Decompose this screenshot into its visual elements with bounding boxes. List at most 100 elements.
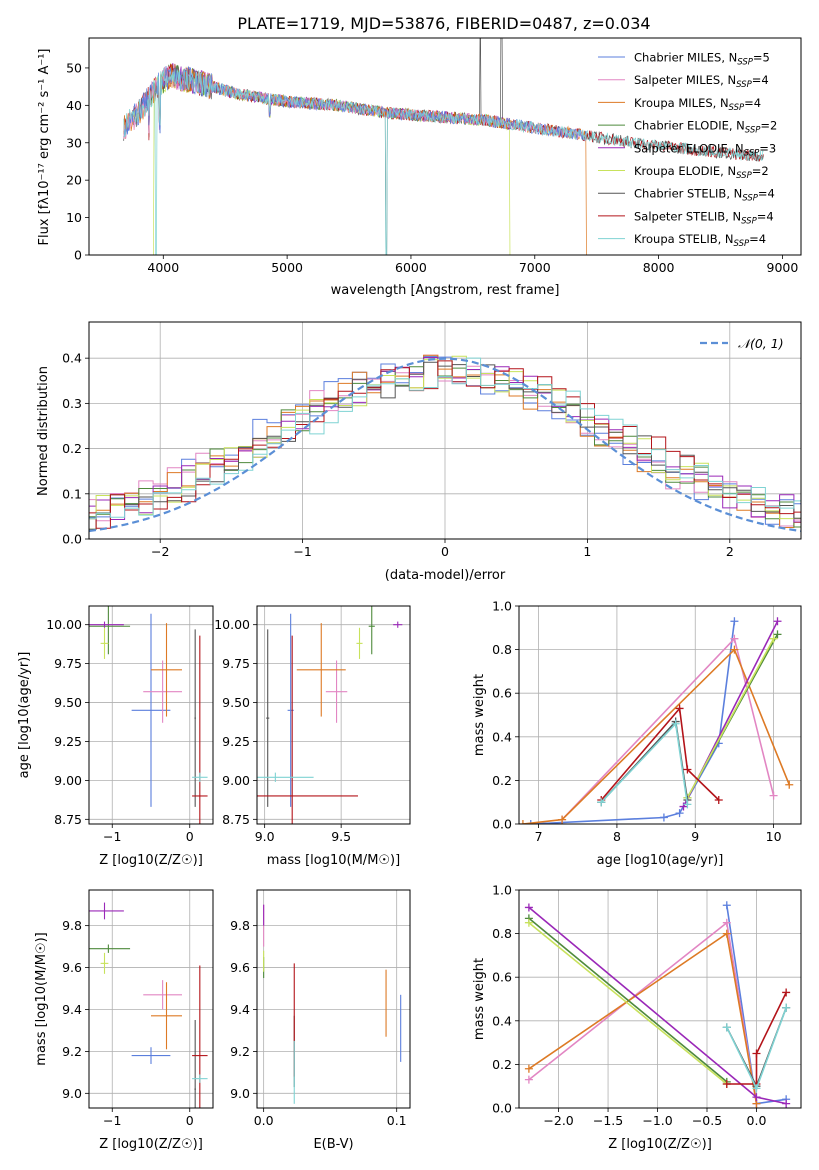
y-tick-label: 9.75: [222, 656, 250, 671]
axes-frame: [88, 889, 214, 1109]
x-axis-label: E(B-V): [313, 1137, 353, 1152]
legend-entry: Salpeter MILES, NSSP=4: [634, 73, 769, 90]
x-tick-label: 7000: [519, 260, 551, 275]
errorbar-kroupa-elodie: [356, 627, 363, 659]
y-tick-label: 9.25: [54, 734, 82, 749]
legend-entry: Kroupa STELIB, NSSP=4: [634, 232, 766, 249]
weight-marker: [524, 1075, 533, 1084]
legend: 𝒩(0, 1): [700, 336, 784, 351]
x-tick-label: 0: [186, 829, 194, 844]
series-chabrier-elodie: [524, 914, 731, 1086]
errorbar-chabrier-elodie: [89, 944, 131, 953]
series-kroupa-stelib: [722, 1003, 791, 1093]
normal-curve: [89, 357, 801, 533]
x-tick-label: 9.5: [331, 829, 351, 844]
x-tick-label: 9.0: [255, 829, 275, 844]
x-tick-label: 7: [535, 829, 543, 844]
errorbar-salpeter-elodie: [393, 621, 403, 628]
x-tick-label: 9000: [767, 260, 799, 275]
x-tick-label: −2: [151, 544, 169, 559]
weight-marker: [785, 780, 794, 789]
x-tick-label: 1: [583, 544, 591, 559]
figure-title: PLATE=1719, MJD=53876, FIBERID=0487, z=0…: [237, 14, 650, 33]
weight-marker: [524, 918, 533, 927]
x-tick-label: 6000: [395, 260, 427, 275]
legend-entry: Salpeter ELODIE, NSSP=3: [634, 141, 776, 158]
x-axis-label: Z [log10(Z/Z☉)]: [99, 853, 203, 868]
series-kroupa-miles: [519, 645, 794, 824]
weight-marker: [730, 634, 739, 643]
panel-mass-vs-EBV: 0.0 0.1 9.0 9.2 9.4 9.6 9.8 E(B-V): [230, 889, 411, 1152]
axes-frame: [256, 889, 411, 1109]
x-tick-label: 5000: [271, 260, 303, 275]
legend-entry: Kroupa MILES, NSSP=4: [634, 96, 761, 113]
histogram-chabrier-stelib: [89, 361, 801, 530]
weight-marker: [524, 1064, 533, 1073]
weight-line: [600, 706, 720, 801]
weight-marker: [769, 634, 778, 643]
series-kroupa-stelib: [597, 719, 692, 809]
weight-marker: [558, 815, 567, 824]
y-tick-label: 8.75: [222, 812, 250, 827]
y-tick-label: 8.75: [54, 812, 82, 827]
weight-marker: [722, 901, 731, 910]
weight-marker: [671, 719, 680, 728]
x-axis-label: mass [log10(M/M☉)]: [267, 853, 400, 868]
y-tick-label: 0.3: [62, 396, 82, 411]
y-tick-label: 9.75: [54, 656, 82, 671]
y-tick-label: 9.50: [54, 695, 82, 710]
axes-frame: [256, 605, 411, 825]
y-tick-label: 20: [66, 173, 82, 188]
panel-age-vs-mass: 9.0 9.5 8.75 9.00 9.25 9.50 9.75 10.00 mass [log…: [214, 605, 411, 868]
x-tick-label: 8000: [643, 260, 675, 275]
series-salpeter-stelib: [597, 704, 723, 805]
panel-age-vs-Z: −1 0 8.75 9.00 9.25 9.50 9.75 10.00 Z [log10(Z/Z…: [17, 605, 214, 868]
errorbar-chabrier-stelib: [194, 1019, 196, 1108]
errorbar-chabrier-miles: [131, 613, 171, 807]
plot-area: [263, 904, 402, 1104]
axes-frame: [88, 605, 214, 825]
y-tick-label: 9.50: [222, 695, 250, 710]
y-tick-label: 9.25: [222, 734, 250, 749]
series-salpeter-elodie: [524, 903, 791, 1108]
errorbar-kroupa-miles: [151, 623, 182, 717]
weight-marker: [730, 617, 739, 626]
y-axis-label: Normed distribution: [36, 366, 51, 496]
axes-frame: [518, 889, 802, 1109]
x-tick-label: 0.0: [747, 1113, 767, 1128]
plot-area: [524, 901, 791, 1108]
errorbar-salpeter-miles: [143, 660, 182, 723]
y-tick-label: 9.00: [54, 773, 82, 788]
histogram-salpeter-miles: [89, 354, 801, 527]
histogram-kroupa-elodie: [89, 355, 801, 530]
legend-entry: Salpeter STELIB, NSSP=4: [634, 209, 774, 226]
legend: Chabrier MILES, NSSP=5 Salpeter MILES, NS…: [598, 51, 777, 249]
x-tick-label: 0: [441, 544, 449, 559]
spectrum-line-kroupa-miles: [123, 64, 587, 255]
weight-line: [528, 922, 728, 1085]
errorbar-chabrier-elodie: [89, 606, 131, 655]
weight-line: [528, 917, 728, 1083]
y-tick-label: 9.6: [230, 960, 250, 975]
x-tick-label: 2: [726, 544, 734, 559]
y-tick-label: 10.00: [214, 617, 250, 632]
weight-marker: [659, 813, 668, 822]
y-tick-label: 0.2: [492, 1057, 512, 1072]
errorbar-chabrier-elodie: [368, 606, 375, 655]
x-axis-label: age [log10(age/yr)]: [597, 853, 724, 868]
y-tick-label: 0: [74, 248, 82, 263]
weight-marker: [675, 809, 684, 818]
x-tick-label: 0: [186, 1113, 194, 1128]
y-tick-label: 0.2: [492, 773, 512, 788]
y-tick-label: 0.4: [492, 1013, 512, 1028]
errorbar-salpeter-elodie: [89, 621, 124, 628]
weight-marker: [782, 988, 791, 997]
weight-marker: [675, 704, 684, 713]
weight-marker: [519, 820, 527, 824]
weight-line: [530, 621, 736, 824]
weight-marker: [526, 820, 535, 824]
x-axis-label: (data-model)/error: [385, 568, 506, 583]
y-tick-label: 9.6: [62, 960, 82, 975]
x-axis-label: Z [log10(Z/Z☉)]: [99, 1137, 203, 1152]
